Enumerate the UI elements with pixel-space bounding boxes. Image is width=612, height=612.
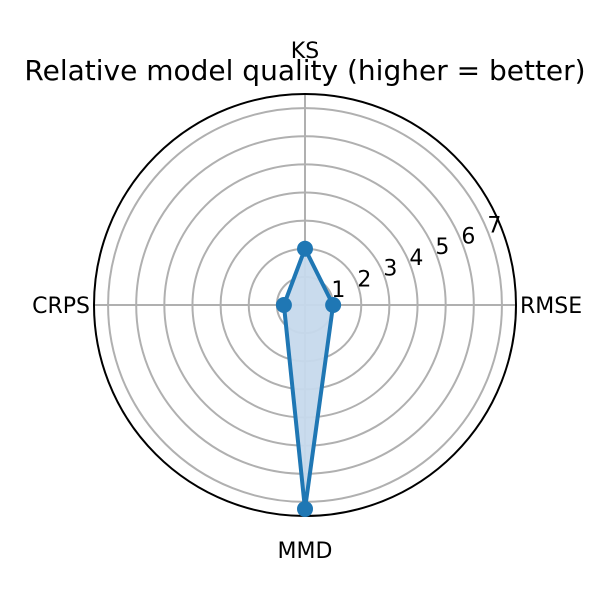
chart-title: Relative model quality (higher = better) xyxy=(24,54,585,87)
tick-label: 7 xyxy=(487,214,501,239)
tick-label: 2 xyxy=(357,267,371,292)
tick-label: 3 xyxy=(383,257,397,282)
tick-label: 1 xyxy=(331,278,345,303)
data-point-rmse xyxy=(325,297,342,313)
data-point-crps xyxy=(275,297,292,313)
category-label-crps: CRPS xyxy=(32,294,90,319)
tick-label: 6 xyxy=(461,224,475,249)
data-point-ks xyxy=(297,240,313,257)
series-area xyxy=(281,246,336,511)
tick-label: 4 xyxy=(409,246,423,271)
category-label-rmse: RMSE xyxy=(520,294,582,319)
series-layer xyxy=(275,240,342,517)
data-point-mmd xyxy=(297,500,313,517)
tick-label: 5 xyxy=(435,235,449,260)
category-label-mmd: MMD xyxy=(278,539,333,564)
category-label-ks: KS xyxy=(291,39,319,64)
category-labels: KS RMSE MMD CRPS xyxy=(32,39,582,564)
